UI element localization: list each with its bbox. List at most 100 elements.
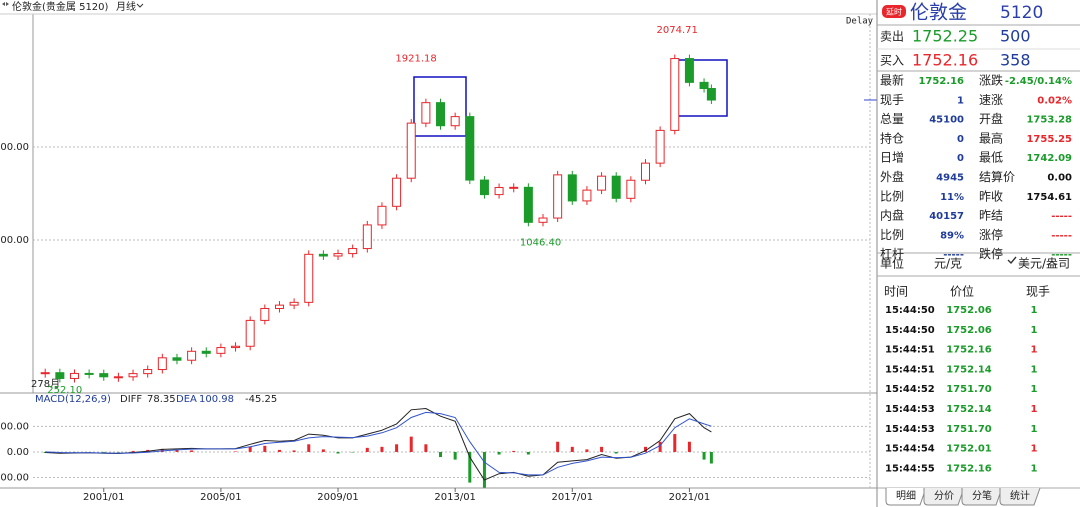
highlight-box xyxy=(413,76,467,137)
tab-label[interactable]: 分价 xyxy=(934,490,954,502)
macd-bar xyxy=(409,436,413,452)
stat-value: 89% xyxy=(940,230,964,241)
candle-body xyxy=(567,174,577,202)
stat-label: 昨结 xyxy=(979,209,1003,223)
tick-size: 1 xyxy=(1031,463,1038,474)
tab[interactable] xyxy=(885,487,927,506)
tab[interactable] xyxy=(999,487,1041,506)
delay-label: Delay xyxy=(846,17,874,27)
book-price: 1752.25 xyxy=(912,27,978,46)
unit-option[interactable]: 元/克 xyxy=(934,257,962,271)
candle-body xyxy=(699,81,709,90)
legend-value: 78.35 xyxy=(147,394,176,405)
macd-bar xyxy=(439,451,443,458)
macd-bar xyxy=(709,451,713,464)
stat-value: ----- xyxy=(1051,250,1072,261)
macd-bar xyxy=(600,446,604,452)
tick-price: 1752.14 xyxy=(946,404,992,415)
candle-body xyxy=(479,179,489,196)
candle-body xyxy=(260,307,270,321)
stat-value: 1754.61 xyxy=(1026,192,1072,203)
column-header: 价位 xyxy=(950,284,974,299)
tick-time: 15:44:51 xyxy=(885,345,935,356)
stat-value: 4945 xyxy=(936,173,964,184)
tab[interactable] xyxy=(961,487,1003,506)
tick-time: 15:44:54 xyxy=(885,444,935,455)
macd-bar xyxy=(175,449,179,452)
y-tick-label: 1500.00 xyxy=(0,142,29,153)
check-icon[interactable] xyxy=(1007,256,1017,265)
tick-size: 1 xyxy=(1031,404,1038,415)
macd-bar xyxy=(292,450,296,452)
stat-label: 总量 xyxy=(880,112,904,126)
tab-label[interactable]: 分笔 xyxy=(972,489,992,502)
cursor-label: 278月 xyxy=(31,378,60,390)
tab-label[interactable]: 统计 xyxy=(1010,489,1030,502)
candle-body xyxy=(172,357,182,361)
tick-time: 15:44:50 xyxy=(885,305,935,316)
candle-body xyxy=(553,174,563,219)
dropdown-chevron[interactable] xyxy=(136,3,144,8)
unit-option[interactable]: 美元/盎司 xyxy=(1018,257,1070,271)
stat-label: 跌停 xyxy=(979,246,1003,261)
tab[interactable] xyxy=(923,487,965,506)
macd-bar xyxy=(497,451,501,455)
stat-value: 1753.28 xyxy=(1026,115,1072,126)
candle-body xyxy=(113,376,123,379)
tick-time: 15:44:53 xyxy=(885,404,935,415)
candle-body xyxy=(509,186,519,189)
candle-body xyxy=(377,205,387,226)
candle-body xyxy=(274,304,284,309)
stat-label: 速涨 xyxy=(979,92,1003,107)
candle-body xyxy=(69,372,79,379)
stat-label: 持仓 xyxy=(880,130,904,145)
tick-time: 15:44:50 xyxy=(885,325,935,336)
macd-bar xyxy=(43,451,47,453)
legend-name: DIFF xyxy=(120,394,142,405)
x-tick-label: 2021/01 xyxy=(669,492,711,503)
stat-value: 1752.16 xyxy=(918,76,964,87)
x-tick-label: 2017/01 xyxy=(552,492,594,503)
candle-body xyxy=(582,189,592,202)
stat-value: 0 xyxy=(957,134,964,145)
tick-time: 15:44:53 xyxy=(885,424,935,435)
period-selector[interactable]: 月线 xyxy=(116,0,136,13)
book-label: 买入 xyxy=(880,54,904,68)
legend-value: -45.25 xyxy=(245,394,277,405)
x-tick-label: 2009/01 xyxy=(317,492,359,503)
y-tick-label: 0.00 xyxy=(7,447,29,458)
candle-body xyxy=(245,319,255,347)
stat-label: 日增 xyxy=(880,151,904,165)
candle-body xyxy=(523,186,533,223)
candle-body xyxy=(84,372,94,375)
candle-body xyxy=(706,88,716,101)
candle-body xyxy=(231,345,241,349)
macd-bar xyxy=(614,451,618,454)
y-tick-label: 100.00 xyxy=(0,421,29,432)
candle-body xyxy=(494,187,504,196)
instrument-title: 伦敦金(贵金属 5120) xyxy=(12,0,109,13)
tick-size: 1 xyxy=(1031,384,1038,395)
macd-bar xyxy=(658,441,662,452)
stat-label: 比例 xyxy=(880,228,904,242)
candle-body xyxy=(157,357,167,371)
macd-bar xyxy=(468,451,472,483)
macd-bar xyxy=(673,434,677,452)
candle-body xyxy=(40,372,50,375)
column-header: 时间 xyxy=(884,285,908,299)
candle-body xyxy=(611,175,621,199)
stat-label: 昨收 xyxy=(979,189,1003,203)
macd-bar xyxy=(116,451,120,453)
candle-body xyxy=(362,224,372,250)
candle-body xyxy=(436,102,446,127)
candle-body xyxy=(55,372,65,379)
nav-arrows[interactable] xyxy=(2,2,9,6)
price-annotation: 2074.71 xyxy=(657,25,698,36)
stat-label: 外盘 xyxy=(880,169,904,184)
candle-body xyxy=(187,350,197,361)
tick-time: 15:44:52 xyxy=(885,384,935,395)
candle-body xyxy=(538,217,548,223)
stat-label: 涨跌 xyxy=(979,73,1003,88)
macd-bar xyxy=(629,451,633,452)
tab-label[interactable]: 明细 xyxy=(896,489,916,502)
